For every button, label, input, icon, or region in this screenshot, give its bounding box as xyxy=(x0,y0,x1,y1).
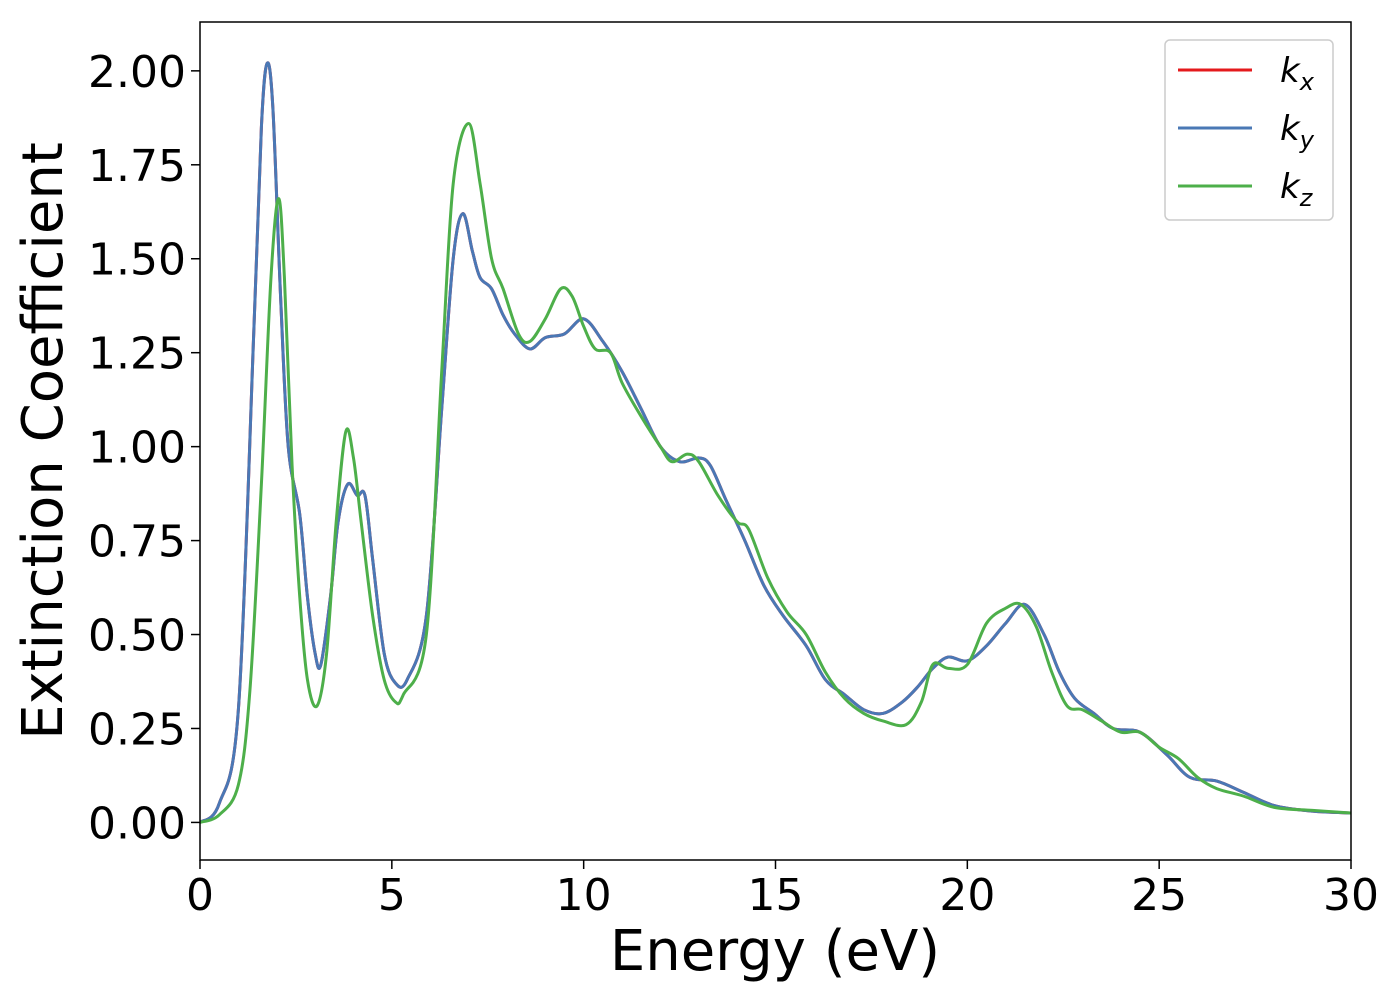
y-axis-title: Extinction Coefficient xyxy=(11,142,76,740)
y-tick-label: 1.75 xyxy=(88,141,186,192)
y-tick-label: 0.25 xyxy=(88,704,186,755)
y-axis: 0.00 0.25 0.50 0.75 1.00 1.25 1.50 1.75 2.00 xyxy=(88,47,200,849)
x-tick-label: 0 xyxy=(186,870,214,921)
y-tick-label: 1.25 xyxy=(88,329,186,380)
y-tick-label: 2.00 xyxy=(88,47,186,98)
y-tick-label: 0.75 xyxy=(88,517,186,568)
legend: kx ky kz xyxy=(1164,39,1334,221)
x-tick-label: 30 xyxy=(1323,870,1379,921)
series-line-kz xyxy=(200,121,1351,824)
y-tick-label: 1.00 xyxy=(88,423,186,474)
y-tick-label: 1.50 xyxy=(88,235,186,286)
y-tick-label: 0.50 xyxy=(88,611,186,662)
x-tick-label: 20 xyxy=(939,870,995,921)
legend-label-ky: ky xyxy=(1280,109,1315,154)
x-axis: 0 5 10 15 20 25 30 xyxy=(186,860,1379,921)
series-layer xyxy=(200,61,1351,824)
x-axis-title: Energy (eV) xyxy=(610,919,940,984)
x-tick-label: 10 xyxy=(556,870,612,921)
y-tick-label: 0.00 xyxy=(88,798,186,849)
x-tick-label: 15 xyxy=(748,870,804,921)
series-line-ky xyxy=(200,61,1351,824)
legend-label-kz: kz xyxy=(1280,167,1314,212)
x-tick-label: 5 xyxy=(378,870,406,921)
x-tick-label: 25 xyxy=(1131,870,1187,921)
legend-label-kx: kx xyxy=(1280,51,1315,96)
legend-box xyxy=(1164,39,1334,221)
